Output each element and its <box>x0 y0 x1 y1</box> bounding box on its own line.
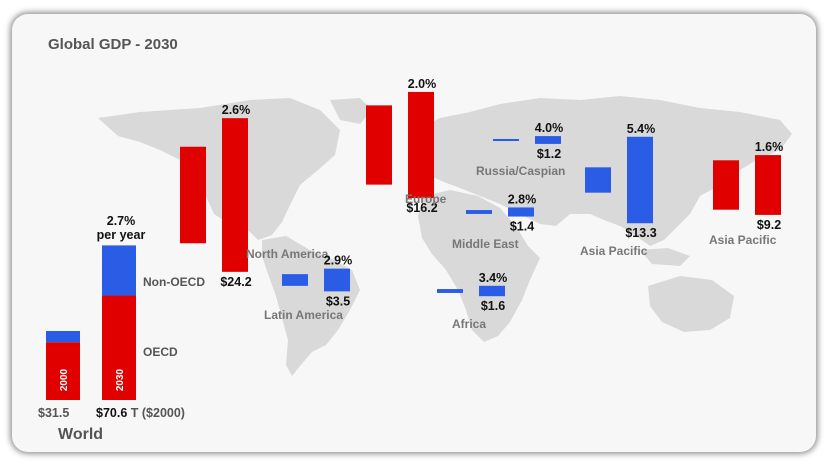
growth-rate-label: 2.0% <box>408 77 437 91</box>
map-north-america <box>98 98 340 240</box>
region-group: 3.4% $1.6 Africa <box>437 271 507 331</box>
world-bar-group: 2.7% per year Non-OECD OECD $31.5 $70.6 … <box>38 214 205 443</box>
bar-2030 <box>535 136 561 144</box>
bar-2000 <box>437 289 463 293</box>
bar-2000 <box>282 274 308 286</box>
bar-2030 <box>222 118 248 272</box>
region-name-label: Middle East <box>452 237 519 251</box>
value-2030-label: $16.2 <box>406 201 437 215</box>
map-islands <box>640 248 690 266</box>
value-2030-label: $13.3 <box>625 226 656 240</box>
bar-2000 <box>585 167 611 193</box>
region-name-label: Latin America <box>264 308 343 322</box>
growth-rate-label: 5.4% <box>627 122 656 136</box>
region-group: 2.6% $24.2 North America <box>180 103 329 289</box>
world-bar-oecd-2030 <box>102 295 136 400</box>
value-2030-label: $9.2 <box>757 218 781 232</box>
world-growth-sub-label: per year <box>97 228 146 242</box>
world-map-background <box>98 96 792 376</box>
region-name-label: Russia/Caspian <box>476 164 565 178</box>
value-2030-label: $24.2 <box>220 275 251 289</box>
value-2030-label: $1.6 <box>481 299 505 313</box>
bar-2030 <box>508 207 534 217</box>
map-australia <box>648 276 734 332</box>
growth-rate-label: 3.4% <box>479 271 508 285</box>
region-group: 5.4% $13.3 Asia Pacific <box>580 122 657 258</box>
world-unit-note: T ($2000) <box>131 406 185 420</box>
value-2030-label: $1.4 <box>510 220 534 234</box>
growth-rate-label: 4.0% <box>535 121 564 135</box>
growth-rate-label: 1.6% <box>755 140 784 154</box>
world-total-2030-value: $70.6 <box>96 406 127 420</box>
value-2030-label: $3.5 <box>326 294 350 308</box>
legend-oecd: OECD <box>143 345 178 359</box>
growth-rate-label: 2.8% <box>508 192 537 206</box>
world-bar-non-oecd-2030 <box>102 245 136 296</box>
bar-2000 <box>713 160 739 210</box>
bar-2000 <box>466 210 492 214</box>
world-bar-non-oecd-2000 <box>46 331 80 343</box>
bar-2000 <box>493 139 519 141</box>
region-name-label: Asia Pacific <box>580 244 648 258</box>
region-name-label: North America <box>246 247 329 261</box>
world-bar-oecd-2000 <box>46 342 80 400</box>
growth-rate-label: 2.9% <box>324 254 353 268</box>
bar-2030 <box>324 268 350 292</box>
bar-2030 <box>627 136 653 224</box>
world-total-2000: $31.5 <box>38 406 69 420</box>
chart-frame <box>12 14 816 452</box>
world-label: World <box>58 426 103 443</box>
legend-non-oecd: Non-OECD <box>143 275 205 289</box>
bar-2000 <box>180 146 206 244</box>
world-year-label-2000: 2000 <box>59 368 70 391</box>
chart-title: Global GDP - 2030 <box>48 36 178 53</box>
map-africa <box>418 190 540 342</box>
region-name-label: Europe <box>405 192 447 206</box>
bar-2030 <box>755 155 781 215</box>
world-year-label-2030: 2030 <box>115 368 126 391</box>
region-name-label: Africa <box>452 317 486 331</box>
bar-2030 <box>479 285 505 297</box>
growth-rate-label: 2.6% <box>222 103 251 117</box>
value-2030-label: $1.2 <box>537 147 561 161</box>
region-name-label: Asia Pacific <box>709 233 777 247</box>
world-growth-label: 2.7% <box>107 214 136 228</box>
bar-2030 <box>408 91 434 199</box>
world-total-2030: $70.6 T ($2000) <box>96 406 185 420</box>
region-group: 4.0% $1.2 Russia/Caspian <box>476 121 565 178</box>
bar-2000 <box>366 105 392 185</box>
map-greenland <box>330 98 372 124</box>
region-group: 2.8% $1.4 Middle East <box>452 192 536 251</box>
